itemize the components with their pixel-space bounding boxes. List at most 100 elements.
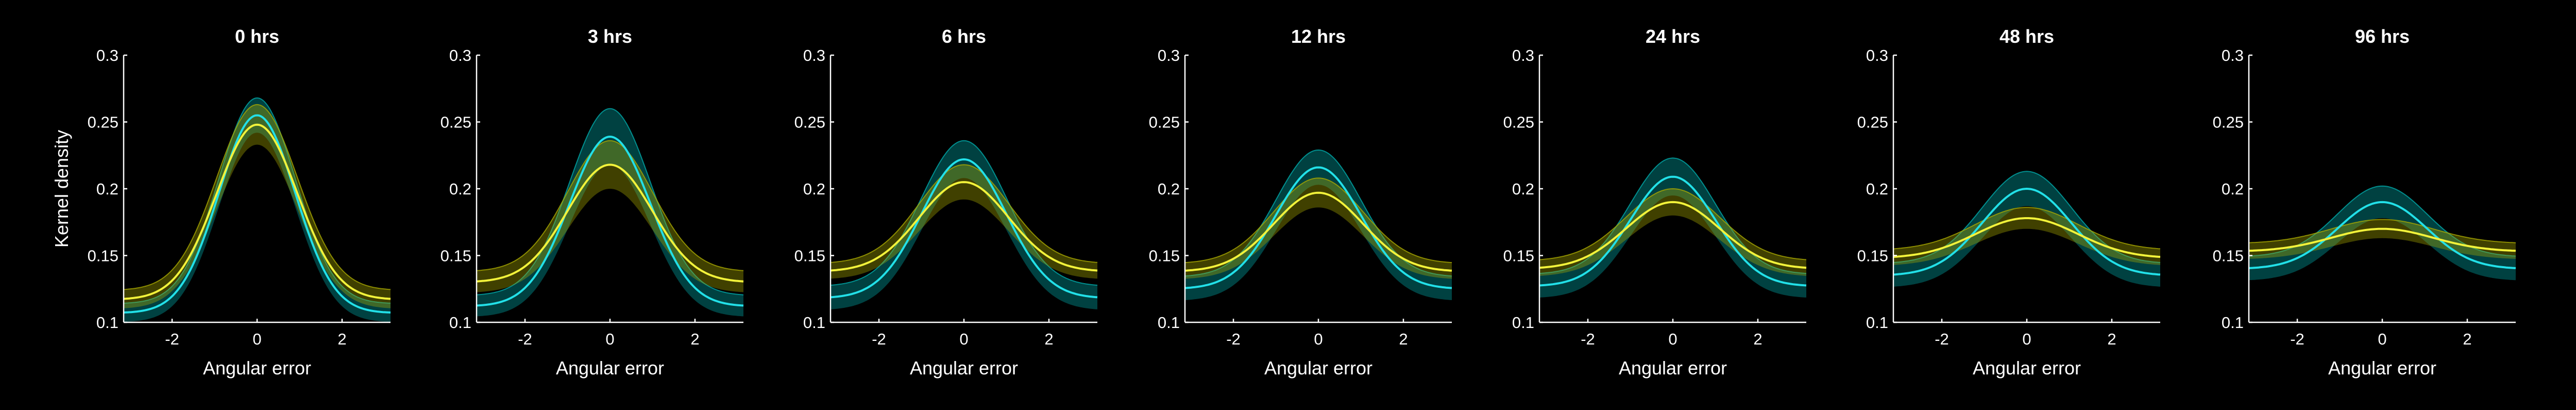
yellow-band-edge [1539, 188, 1807, 260]
cyan-confidence-band [1539, 158, 1806, 298]
y-axis-label: Kernel density [51, 130, 72, 248]
x-tick-label: -2 [1226, 330, 1241, 348]
y-tick-label: 0.25 [1149, 113, 1180, 132]
y-tick-label: 0.25 [2213, 113, 2244, 132]
panel-6: 48 hrs 0.1 0.15 0.2 0.25 0.3 -2 0 2 Angular error [1857, 26, 2161, 379]
panel-title: 0 hrs [235, 26, 279, 47]
x-tick-label: 2 [337, 330, 346, 348]
y-tick-label: 0.3 [1866, 46, 1888, 64]
yellow-series-line [476, 163, 744, 283]
y-tick-label: 0.15 [1149, 247, 1180, 265]
yellow-confidence-band [2249, 219, 2516, 259]
x-tick-label: -2 [2290, 330, 2304, 348]
x-tick-label: -2 [165, 330, 179, 348]
yellow-confidence-band [124, 104, 391, 308]
yellow-band-edge [476, 140, 744, 271]
y-tick-label: 0.15 [1857, 247, 1888, 265]
x-tick-label: -2 [518, 330, 532, 348]
y-tick-label: 0.3 [96, 46, 118, 64]
yellow-confidence-band [477, 140, 743, 292]
y-tick-label: 0.15 [2213, 247, 2244, 265]
y-tick-label: 0.15 [794, 247, 825, 265]
x-tick-label: 2 [2463, 330, 2471, 348]
y-tick-label: 0.2 [803, 180, 825, 198]
y-tick-label: 0.3 [2222, 46, 2244, 64]
yellow-band-edge [830, 164, 1098, 263]
x-tick-label: 2 [2107, 330, 2116, 348]
cyan-band-edge [123, 97, 391, 304]
x-tick-label: -2 [872, 330, 886, 348]
yellow-series-line [830, 181, 1098, 272]
y-tick-label: 0.1 [96, 314, 118, 332]
y-tick-label: 0.2 [1158, 180, 1180, 198]
y-tick-label: 0.1 [449, 314, 471, 332]
y-tick-label: 0.3 [449, 46, 471, 64]
panel-title: 3 hrs [588, 26, 632, 47]
yellow-series-line [1184, 191, 1452, 272]
cyan-band-edge [1893, 171, 2161, 263]
x-tick-label: -2 [1581, 330, 1595, 348]
panel-title: 6 hrs [942, 26, 986, 47]
yellow-band-edge [123, 104, 391, 290]
cyan-series-line [830, 158, 1098, 299]
panel-2: 3 hrs 0.1 0.15 0.2 0.25 0.3 -2 0 2 Angular error [440, 26, 744, 379]
y-tick-label: 0.15 [440, 247, 471, 265]
x-axis-label: Angular error [1619, 357, 1727, 379]
y-tick-label: 0.2 [96, 180, 118, 198]
panel-1: 0 hrs 0.1 0.15 0.2 0.25 0.3 -2 0 2 Angular error K… [51, 26, 391, 379]
x-tick-label: 0 [2378, 330, 2386, 348]
cyan-band-edge [476, 108, 744, 296]
yellow-band-edge [1893, 207, 2161, 250]
yellow-series-line [1539, 201, 1807, 269]
x-tick-label: 2 [1044, 330, 1053, 348]
yellow-series-line [123, 123, 391, 300]
cyan-confidence-band [1893, 171, 2160, 287]
y-tick-label: 0.2 [1866, 180, 1888, 198]
panel-title: 48 hrs [1999, 26, 2054, 47]
x-tick-label: 0 [959, 330, 968, 348]
y-tick-label: 0.25 [88, 113, 118, 132]
y-tick-label: 0.3 [803, 46, 825, 64]
panel-title: 24 hrs [1646, 26, 1700, 47]
x-tick-label: 0 [2022, 330, 2031, 348]
yellow-confidence-band [831, 165, 1097, 279]
yellow-series-line [1893, 217, 2161, 258]
x-axis-label: Angular error [1264, 357, 1372, 379]
x-tick-label: 0 [252, 330, 261, 348]
y-tick-label: 0.25 [1857, 113, 1888, 132]
x-axis-label: Angular error [203, 357, 311, 379]
y-tick-label: 0.15 [88, 247, 118, 265]
cyan-confidence-band [1185, 150, 1452, 300]
x-axis-label: Angular error [910, 357, 1018, 379]
panel-5: 24 hrs 0.1 0.15 0.2 0.25 0.3 -2 0 2 Angular error [1503, 26, 1807, 379]
x-axis-label: Angular error [556, 357, 664, 379]
y-tick-label: 0.1 [1512, 314, 1534, 332]
y-tick-label: 0.3 [1512, 46, 1534, 64]
panel-7: 96 hrs 0.1 0.15 0.2 0.25 0.3 -2 0 2 Angular error [2213, 26, 2516, 379]
cyan-series-line [476, 135, 744, 307]
cyan-confidence-band [477, 108, 743, 317]
yellow-band-edge [2248, 219, 2516, 243]
y-tick-label: 0.25 [794, 113, 825, 132]
y-tick-label: 0.1 [1158, 314, 1180, 332]
panel-4: 12 hrs 0.1 0.15 0.2 0.25 0.3 -2 0 2 Angular error [1149, 26, 1452, 379]
cyan-series-line [1184, 166, 1452, 289]
y-tick-label: 0.1 [803, 314, 825, 332]
x-tick-label: 0 [1668, 330, 1677, 348]
y-tick-label: 0.1 [1866, 314, 1888, 332]
cyan-confidence-band [2249, 186, 2516, 281]
cyan-confidence-band [124, 97, 391, 322]
y-tick-label: 0.2 [2222, 180, 2244, 198]
panel-3: 6 hrs 0.1 0.15 0.2 0.25 0.3 -2 0 2 Angular error [794, 26, 1098, 379]
y-tick-label: 0.1 [2222, 314, 2244, 332]
x-tick-label: 2 [1753, 330, 1762, 348]
cyan-confidence-band [831, 140, 1097, 309]
x-axis-label: Angular error [2328, 357, 2436, 379]
x-tick-label: 2 [1399, 330, 1408, 348]
y-tick-label: 0.3 [1158, 46, 1180, 64]
cyan-series-line [2248, 201, 2516, 269]
yellow-confidence-band [1893, 207, 2160, 265]
cyan-band-edge [1184, 149, 1452, 277]
